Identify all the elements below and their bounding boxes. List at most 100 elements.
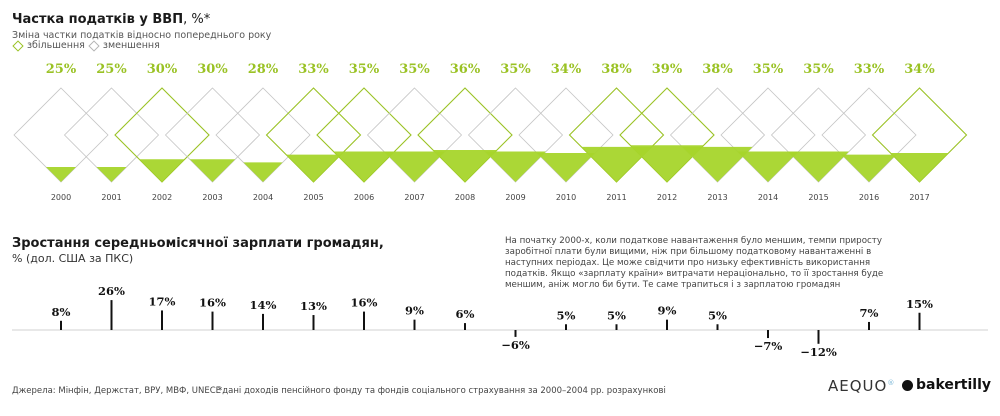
chart1-title-rest: , %* (183, 12, 211, 27)
tax-fill-2007 (384, 151, 445, 182)
tax-year-label-2015: 2015 (808, 193, 828, 202)
tax-fill-2004 (243, 162, 283, 182)
footnote-text: *дані доходів пенсійного фонду та фондів… (218, 386, 666, 396)
chart1-title-bold: Частка податків у ВВП (12, 12, 184, 27)
tax-fill-2002 (139, 159, 185, 182)
wage-label-2008: 6% (456, 307, 475, 321)
wage-bar-2006 (363, 311, 365, 330)
tax-share-label-2013: 38% (702, 62, 733, 77)
bakertilly-mark-icon (902, 379, 913, 391)
wage-bar-2010 (565, 324, 567, 330)
wage-bar-2013 (716, 324, 719, 330)
tax-fill-2016 (841, 154, 897, 182)
wage-bar-2012 (666, 319, 668, 330)
legend-increase-label: збільшення (27, 40, 85, 51)
wage-label-2007: 9% (405, 304, 424, 318)
tax-year-label-2005: 2005 (303, 193, 323, 202)
chart1-legend: збільшення зменшення (12, 39, 160, 52)
tax-year-label-2011: 2011 (606, 193, 626, 202)
tax-year-label-2000: 2000 (51, 193, 71, 202)
tax-share-label-2009: 35% (500, 62, 531, 77)
wage-label-2017: 15% (906, 297, 933, 311)
tax-share-label-2001: 25% (96, 62, 127, 77)
tax-fill-2006 (333, 151, 395, 182)
tax-share-label-2003: 30% (197, 62, 228, 77)
aequo-logo-text: AEQUO (828, 377, 888, 395)
tax-fill-2012 (630, 145, 704, 182)
wage-label-2016: 7% (860, 306, 879, 320)
tax-fill-2000 (46, 167, 76, 182)
wage-bar-2004 (262, 313, 264, 330)
tax-share-label-2010: 34% (551, 62, 582, 77)
tax-year-label-2001: 2001 (101, 193, 121, 202)
tax-year-label-2003: 2003 (202, 193, 222, 202)
wage-label-2005: 13% (300, 299, 327, 313)
tax-year-label-2016: 2016 (859, 193, 879, 202)
tax-year-label-2010: 2010 (556, 193, 576, 202)
wage-label-2009: −6% (501, 338, 530, 352)
aequo-logo-mark: ® (887, 379, 896, 387)
tax-share-label-2004: 28% (248, 62, 279, 77)
tax-year-label-2008: 2008 (455, 193, 475, 202)
wage-label-2006: 16% (351, 296, 378, 310)
chart1-subtitle: Зміна частки податків відносно попереднь… (12, 30, 272, 41)
tax-fill-2013 (682, 146, 753, 182)
bakertilly-logo: bakertilly (902, 377, 991, 393)
wage-bar-2009 (514, 330, 517, 337)
wage-bar-2002 (161, 310, 163, 330)
wage-bar-2005 (312, 315, 315, 330)
bakertilly-logo-text: bakertilly (916, 377, 992, 393)
tax-share-label-2007: 35% (399, 62, 430, 77)
tax-share-label-2017: 34% (904, 62, 935, 77)
tax-share-label-2000: 25% (46, 62, 77, 77)
tax-fill-2001 (96, 167, 127, 182)
tax-fill-2015 (788, 151, 849, 182)
tax-year-label-2012: 2012 (657, 193, 677, 202)
tax-fill-2008 (432, 149, 498, 182)
tax-fill-2009 (485, 151, 546, 182)
wage-bar-2011 (615, 324, 618, 330)
wage-bar-2007 (413, 319, 416, 330)
tax-fill-2011 (581, 146, 652, 182)
tax-share-label-2002: 30% (147, 62, 178, 77)
tax-share-label-2016: 33% (854, 62, 885, 77)
wage-label-2014: −7% (754, 339, 783, 353)
wage-bar-2014 (767, 330, 769, 339)
tax-year-label-2009: 2009 (505, 193, 525, 202)
chart2-subtitle: % (дол. США за ПКС) (12, 252, 134, 265)
tax-share-label-2006: 35% (349, 62, 380, 77)
wage-bar-2015 (817, 330, 820, 344)
wage-bar-2000 (60, 320, 62, 330)
tax-share-label-2012: 39% (652, 62, 683, 77)
legend-decrease-label: зменшення (102, 40, 160, 51)
tax-share-label-2005: 33% (298, 62, 329, 77)
tax-year-label-2014: 2014 (758, 193, 778, 202)
wage-bar-2008 (464, 323, 466, 330)
chart1-title: Частка податків у ВВП, %* (12, 12, 210, 27)
tax-year-label-2013: 2013 (707, 193, 727, 202)
wage-bar-2001 (110, 300, 113, 330)
chart2-title: Зростання середньомісячної зарплати гром… (12, 236, 384, 251)
wage-label-2001: 26% (98, 284, 125, 298)
aequo-logo: AEQUO® (828, 377, 895, 395)
wage-label-2012: 9% (658, 304, 677, 318)
wage-label-2000: 8% (52, 305, 71, 319)
tax-year-label-2007: 2007 (404, 193, 424, 202)
wage-label-2010: 5% (557, 308, 576, 322)
wage-bar-2003 (211, 311, 214, 330)
wage-label-2004: 14% (250, 298, 277, 312)
tax-fills (46, 145, 949, 182)
wage-label-2003: 16% (199, 296, 226, 310)
sources-text: Джерела: Мінфін, Держстат, ВРУ, МВФ, UNE… (12, 386, 221, 396)
tax-fill-2003 (189, 159, 236, 182)
tax-share-label-2011: 38% (601, 62, 632, 77)
wage-bar-2016 (868, 321, 870, 330)
tax-share-label-2015: 35% (803, 62, 834, 77)
tax-year-label-2017: 2017 (909, 193, 929, 202)
tax-fill-2017 (890, 153, 949, 182)
tax-year-label-2004: 2004 (253, 193, 273, 202)
tax-year-label-2006: 2006 (354, 193, 374, 202)
tax-share-label-2014: 35% (753, 62, 784, 77)
wage-bar-2017 (918, 312, 921, 330)
